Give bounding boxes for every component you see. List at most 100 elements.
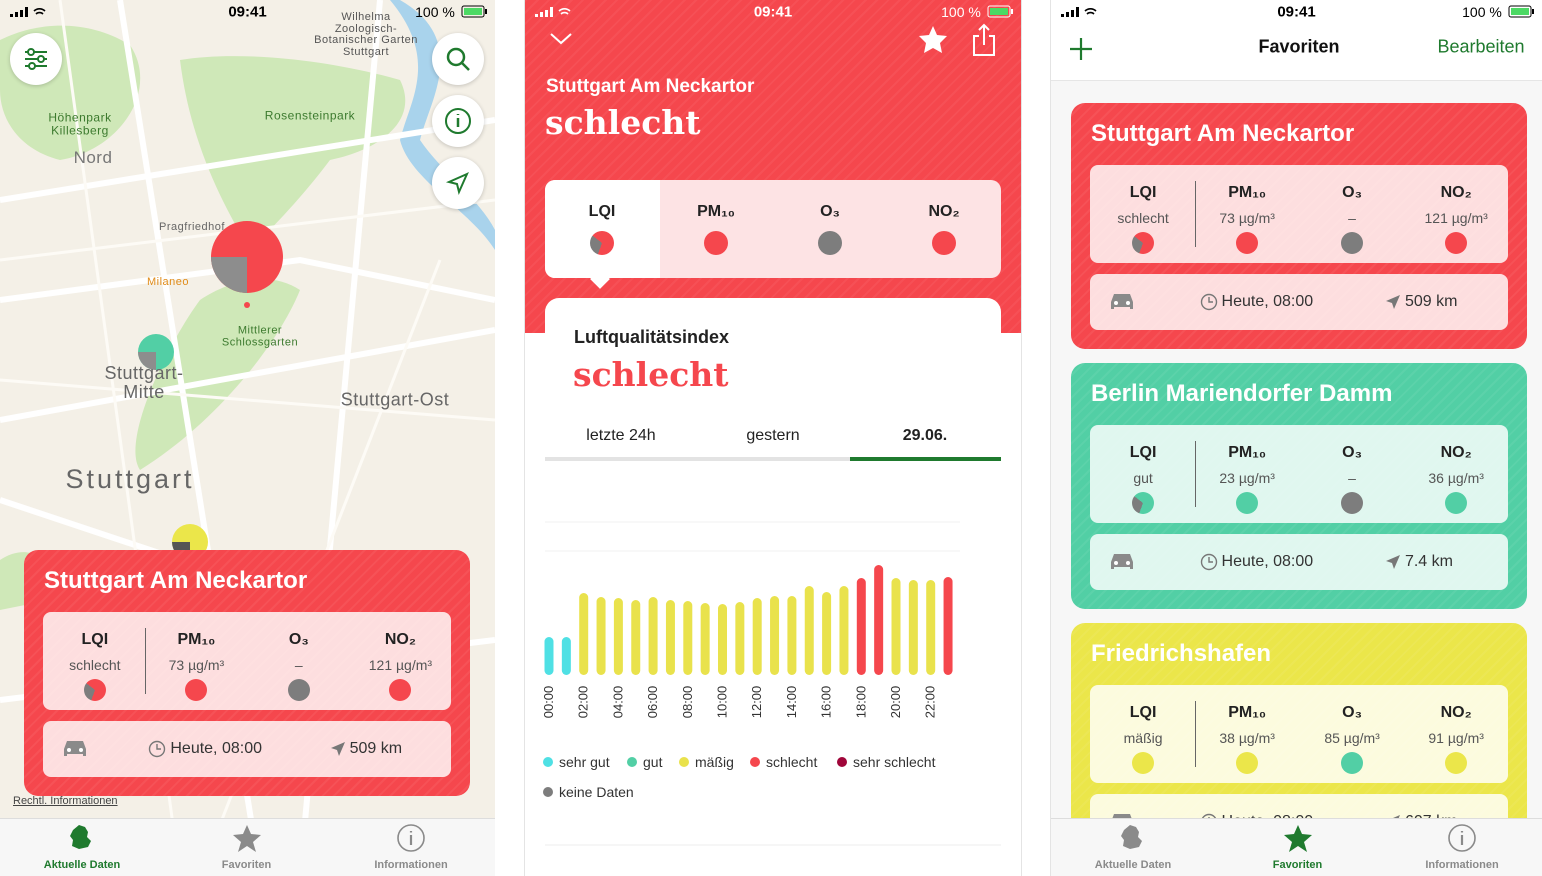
map-label: Stuttgart-Ost (340, 389, 450, 410)
pollutant-tabs: LQI PM₁₀ O₃ NO₂ (545, 180, 1001, 289)
status-dot (83, 679, 106, 701)
map-label: Milaneo (146, 276, 190, 289)
pollutant-value: 23 µg/m³ (1219, 470, 1275, 486)
shape (464, 8, 482, 15)
pollutant-label: LQI (1129, 444, 1157, 461)
tab-label: Favoriten (221, 859, 272, 871)
pollutant-value: mäßig (1123, 730, 1163, 746)
map-label: Stuttgart-Mitte (104, 363, 184, 402)
car-icon (1111, 554, 1133, 569)
shape (70, 825, 91, 849)
status-time: 09:41 (753, 3, 793, 21)
period-tab[interactable]: 29.06. (902, 427, 948, 444)
shape (446, 47, 466, 67)
shape (1448, 824, 1476, 852)
distance-icon (330, 742, 345, 756)
pollutant-value: – (1348, 210, 1356, 226)
shape (397, 824, 425, 852)
status-dot (1445, 232, 1468, 254)
station-card[interactable]: Berlin Mariendorfer Damm LQI gut PM₁₀ 23 µg/… (1071, 363, 1527, 609)
filter-button[interactable] (10, 33, 62, 85)
index-rating: schlecht (573, 355, 729, 394)
period-tab[interactable]: gestern (746, 427, 800, 444)
pollutant-value: schlecht (69, 657, 121, 673)
tab[interactable]: Favoriten (1248, 818, 1348, 876)
update-time: Heute, 08:00 (1221, 293, 1314, 310)
nav-bar (1051, 0, 1542, 81)
detail-toolbar (550, 23, 995, 56)
tab[interactable]: Aktuelle Daten (32, 818, 132, 876)
pollutant-value: – (1348, 470, 1356, 486)
favorite-icon[interactable] (919, 26, 947, 53)
status-battery: 100 % (415, 4, 455, 20)
info-button[interactable] (432, 95, 484, 147)
status-dot (1132, 492, 1155, 514)
shape (1207, 557, 1213, 563)
signal-icon (10, 7, 46, 17)
shape (1111, 294, 1133, 309)
status-dot (1132, 752, 1155, 774)
divider (1194, 701, 1196, 767)
shape (461, 62, 470, 71)
distance: 509 km (349, 740, 403, 757)
shape (1111, 554, 1133, 569)
station-name: Stuttgart Am Neckartor (546, 76, 755, 97)
shape (10, 7, 28, 17)
pollutant-label: O₃ (288, 631, 309, 648)
info-icon (445, 108, 471, 134)
tab-icon (70, 825, 91, 849)
tab[interactable]: Favoriten (197, 818, 297, 876)
period-tab[interactable]: letzte 24h (586, 427, 656, 444)
divider (145, 628, 146, 694)
locate-button[interactable] (432, 157, 484, 209)
pollutant-label: LQI (1129, 184, 1157, 201)
shape (27, 48, 35, 56)
status-dot (185, 679, 208, 701)
clock-icon (1200, 293, 1217, 311)
add-button[interactable] (1066, 34, 1096, 64)
pollutant-label: LQI (1129, 704, 1157, 721)
search-button[interactable] (432, 33, 484, 85)
station-card[interactable]: Stuttgart Am Neckartor LQI schlecht PM₁₀ 73 … (1071, 103, 1527, 349)
locate-icon (445, 172, 469, 196)
tab[interactable]: Aktuelle Daten (1083, 818, 1183, 876)
tab[interactable]: Informationen (1412, 818, 1512, 876)
pollutant-value: 36 µg/m³ (1428, 470, 1484, 486)
shape (37, 55, 45, 63)
pollutant-label: PM₁₀ (1228, 184, 1267, 201)
update-time: Heute, 08:00 (1221, 553, 1314, 570)
shape (485, 9, 487, 14)
pollutant-box: LQI schlecht PM₁₀ 73 µg/m³ O₃ – NO₂ 121 µg/m³ (43, 612, 451, 710)
station-name: Friedrichshafen (1091, 640, 1272, 667)
pollutant-tab-label: LQI (588, 203, 616, 220)
selected-tab[interactable] (545, 180, 660, 278)
station-card[interactable]: Stuttgart Am Neckartor LQI schlecht PM₁₀ 73 … (24, 550, 470, 796)
share-icon[interactable] (973, 23, 995, 56)
pollutant-value: 91 µg/m³ (1428, 730, 1484, 746)
station-rating: schlecht (545, 103, 701, 142)
index-title: Luftqualitätsindex (574, 327, 730, 347)
pollutant-value: 73 µg/m³ (1219, 210, 1275, 226)
legal-link[interactable]: Rechtl. Informationen (13, 795, 118, 807)
edit-button[interactable]: Bearbeiten (1437, 36, 1525, 57)
close-icon[interactable] (550, 33, 572, 45)
pollutant-box: LQI mäßig PM₁₀ 38 µg/m³ O₃ 85 µg/m³ NO₂ 91 µg/m… (1090, 685, 1508, 783)
shape (1070, 38, 1092, 60)
pollutant-value: 73 µg/m³ (168, 657, 225, 673)
pollutant-label: NO₂ (1440, 444, 1472, 461)
pollutant-label: PM₁₀ (1228, 704, 1267, 721)
pollutant-box: LQI schlecht PM₁₀ 73 µg/m³ O₃ – NO₂ 121 µg/m³ (1090, 165, 1508, 263)
shape (1508, 5, 1532, 18)
station-name: Stuttgart Am Neckartor (44, 567, 308, 594)
meta-box: Heute, 08:00 7.4 km (1090, 534, 1508, 590)
status-dot (590, 231, 614, 255)
shape (987, 5, 1011, 18)
map-screen: 09:41 100 % Wilhelma Zoologisch-Botanische… (0, 0, 495, 876)
pollutant-label: O₃ (1342, 704, 1362, 721)
tab[interactable]: Informationen (361, 818, 461, 876)
pollutant-tab-label: NO₂ (928, 203, 960, 220)
shape (33, 8, 46, 15)
clock-icon (149, 740, 166, 758)
status-time: 09:41 (1277, 3, 1316, 21)
shape (1385, 555, 1400, 569)
